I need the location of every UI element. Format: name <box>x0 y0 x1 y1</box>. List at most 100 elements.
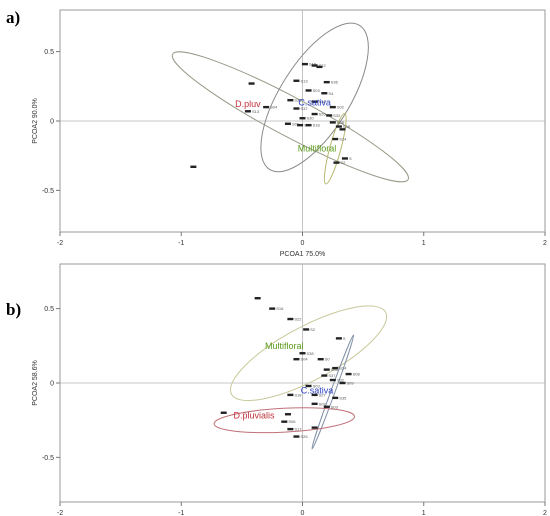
sample-point-label: S08 <box>353 372 361 377</box>
sample-point <box>305 384 312 388</box>
sample-point <box>269 307 276 310</box>
sample-point-label: S36 <box>294 98 302 103</box>
sample-point <box>323 405 330 408</box>
sample-point <box>311 402 318 406</box>
confidence-ellipse-1 <box>260 22 369 173</box>
sample-point-label: S16 <box>276 306 284 311</box>
sample-point-label: S30 <box>307 116 315 121</box>
y-tick-label: 0 <box>50 381 54 388</box>
sample-point <box>284 122 291 125</box>
sample-point-label: S14 <box>339 137 347 142</box>
sample-point <box>333 161 340 164</box>
x-axis-title: PCOA1 75.0% <box>280 251 326 258</box>
panel-label-a: a) <box>6 8 21 27</box>
plot-area: S13 S04 S13 S16 S22 S36 S03 S4 S36 S38 S37 S02 S26 S3… <box>171 22 409 185</box>
sample-point <box>321 92 328 95</box>
sample-point <box>287 427 294 431</box>
sample-point-label: S37 <box>328 373 336 378</box>
sample-point <box>341 157 348 160</box>
sample-point <box>244 110 251 113</box>
sample-point-label: S18 <box>294 392 302 397</box>
sample-point <box>263 105 270 109</box>
confidence-ellipse-1 <box>311 334 355 450</box>
y-tick-label: -0.5 <box>42 455 54 462</box>
x-tick-label: -1 <box>178 510 184 516</box>
sample-point <box>329 121 336 124</box>
sample-point-label: S18 <box>313 123 321 128</box>
sample-point <box>332 366 339 370</box>
group-label: C.sativa <box>301 385 334 395</box>
y-axis-title: PCOA2 58.6% <box>32 360 39 406</box>
y-tick-label: 0.5 <box>44 49 54 56</box>
sample-point-label: S36 <box>331 80 339 85</box>
y-axis-title: PCOA2 90.0% <box>32 98 39 144</box>
sample-point-label: S17 <box>294 427 302 432</box>
sample-point <box>335 337 342 340</box>
sample-point-label: S <box>343 336 346 341</box>
sample-point-label: S09 <box>292 121 300 126</box>
sample-point <box>329 105 336 109</box>
group-label: D.pluv <box>235 99 261 109</box>
x-tick-label: 1 <box>422 510 426 516</box>
sample-point <box>305 89 312 92</box>
x-tick-label: -2 <box>57 240 63 247</box>
confidence-ellipse-0 <box>229 305 388 402</box>
confidence-ellipse-2 <box>213 407 356 434</box>
sample-point-label: S35 <box>339 395 347 400</box>
sample-point <box>339 128 346 131</box>
sample-point <box>293 107 300 110</box>
sample-point <box>323 80 330 84</box>
sample-point-label: S02 <box>337 105 345 110</box>
sample-point-label: S03 <box>331 404 339 409</box>
sample-point <box>293 79 300 82</box>
sample-point-label: S03 <box>313 88 321 93</box>
confidence-ellipse-2 <box>323 113 347 185</box>
sample-point <box>317 358 324 361</box>
sample-point <box>284 413 291 416</box>
sample-point <box>329 378 336 382</box>
sample-point-label: S <box>349 156 352 161</box>
sample-point-label: S4 <box>328 91 334 96</box>
x-tick-label: 2 <box>543 510 547 516</box>
sample-point <box>332 137 339 141</box>
sample-point-label: S2 <box>310 327 316 332</box>
sample-point <box>287 393 294 397</box>
sample-point <box>254 297 261 300</box>
confidence-ellipse-0 <box>171 51 409 183</box>
sample-point <box>323 368 330 371</box>
x-tick-label: -2 <box>57 510 63 516</box>
sample-point <box>321 374 328 377</box>
sample-point-label: S08 <box>337 120 345 125</box>
sample-point-label: S2 <box>340 160 346 165</box>
sample-point-label: S06 <box>288 419 296 424</box>
sample-point-label: S37 <box>300 106 308 111</box>
sample-point-label: S0 <box>325 357 331 362</box>
sample-point-label: S13 <box>252 109 260 114</box>
sample-point-label: S38 <box>307 351 315 356</box>
sample-point <box>311 100 318 103</box>
x-tick-label: 0 <box>301 240 305 247</box>
group-label: Multifloral <box>265 341 304 351</box>
sample-point <box>332 396 339 400</box>
chart-panel-0: -2 -1 0 1 2 -0.5 0 0.5 PCOA1 75.0% PCOA2 90.0% S13… <box>32 9 547 258</box>
sample-point <box>345 372 352 376</box>
sample-point <box>301 62 308 66</box>
sample-point <box>293 435 300 438</box>
x-tick-label: 0 <box>301 510 305 516</box>
sample-point <box>248 82 255 85</box>
sample-point-label: S03 <box>313 383 321 388</box>
sample-point <box>287 98 294 102</box>
x-tick-label: -1 <box>178 240 184 247</box>
sample-point <box>305 123 312 127</box>
sample-point-label: S09 <box>347 381 355 386</box>
sample-point <box>293 358 300 361</box>
y-tick-label: 0 <box>50 119 54 126</box>
sample-point <box>190 165 197 168</box>
sample-point-label: S32 <box>337 378 345 383</box>
sample-point <box>311 393 318 397</box>
sample-point <box>311 64 318 67</box>
sample-point <box>220 411 227 414</box>
